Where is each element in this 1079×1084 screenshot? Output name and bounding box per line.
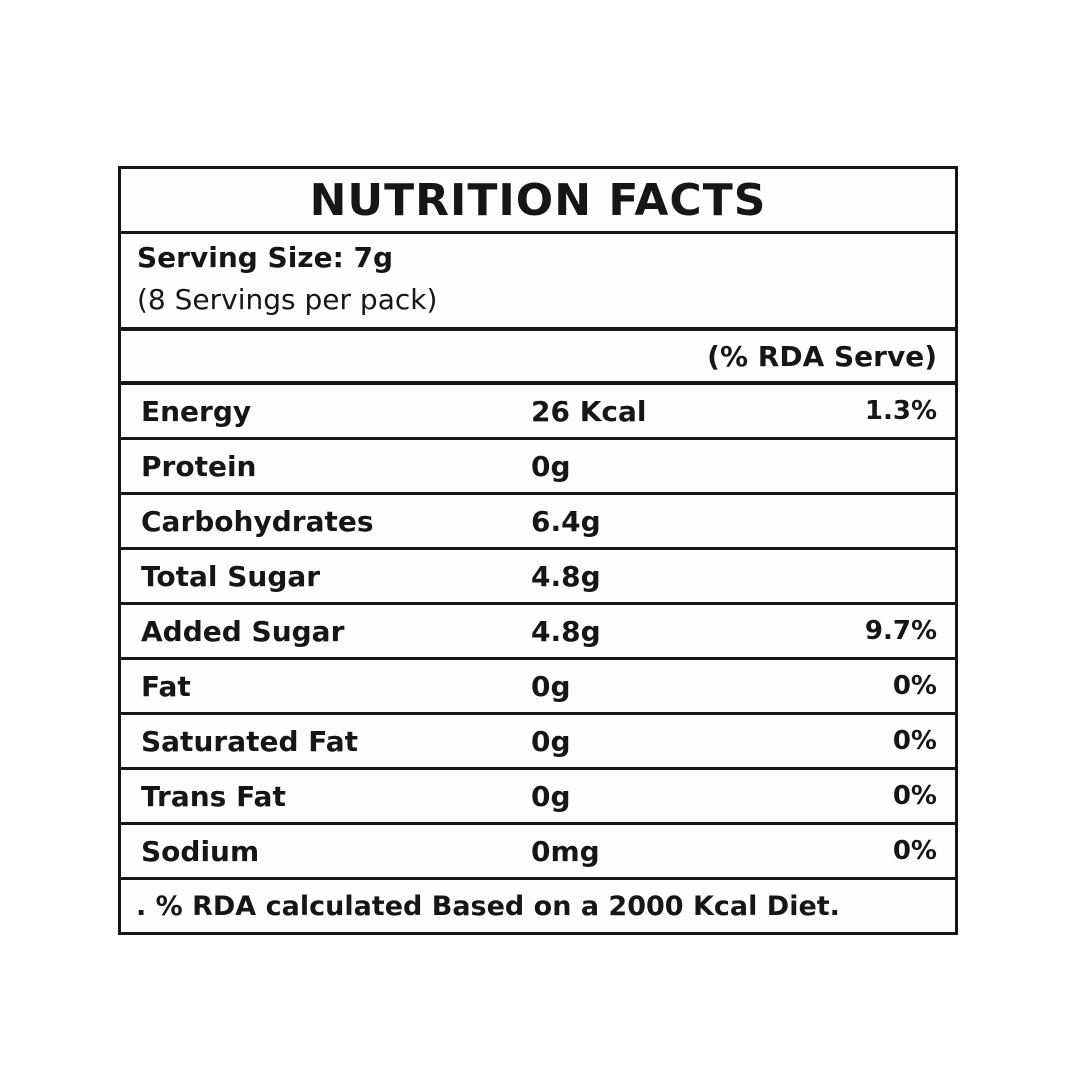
nutrient-name: Added Sugar [141, 614, 345, 648]
rda-header-label: (% RDA Serve) [707, 339, 937, 373]
table-row-trans-fat: Trans Fat 0g 0% [121, 770, 955, 825]
serving-size-text: Serving Size: 7g [137, 241, 394, 274]
nutrient-name: Saturated Fat [141, 724, 359, 758]
nutrient-amount: 4.8g [531, 559, 601, 593]
nutrient-rda: 0% [892, 836, 937, 866]
servings-per-pack-text: (8 Servings per pack) [137, 283, 438, 316]
nutrient-amount: 0g [531, 669, 571, 703]
nutrient-amount: 0mg [531, 834, 600, 868]
nutrient-rda: 9.7% [864, 616, 937, 646]
nutrient-amount: 26 Kcal [531, 394, 647, 428]
nutrient-name: Carbohydrates [141, 504, 374, 538]
nutrient-name: Sodium [141, 834, 260, 868]
table-row-sodium: Sodium 0mg 0% [121, 825, 955, 880]
table-row-fat: Fat 0g 0% [121, 660, 955, 715]
nutrient-amount: 0g [531, 779, 571, 813]
nutrient-rda: 0% [892, 781, 937, 811]
nutrient-rda: 1.3% [864, 396, 937, 426]
nutrient-rows: Energy 26 Kcal 1.3% Protein 0g Carbohydr… [121, 385, 955, 880]
nutrient-amount: 6.4g [531, 504, 601, 538]
table-row-carbohydrates: Carbohydrates 6.4g [121, 495, 955, 550]
nutrient-name: Protein [141, 449, 257, 483]
nutrient-rda: 0% [892, 671, 937, 701]
table-row-saturated-fat: Saturated Fat 0g 0% [121, 715, 955, 770]
nutrient-rda: 0% [892, 726, 937, 756]
rda-column-header: (% RDA Serve) [121, 331, 955, 385]
nutrition-facts-label: NUTRITION FACTS Serving Size: 7g (8 Serv… [118, 166, 958, 935]
nutrient-amount: 4.8g [531, 614, 601, 648]
table-row-protein: Protein 0g [121, 440, 955, 495]
nutrient-amount: 0g [531, 449, 571, 483]
nutrient-name: Trans Fat [141, 779, 286, 813]
table-row-total-sugar: Total Sugar 4.8g [121, 550, 955, 605]
nutrient-name: Fat [141, 669, 191, 703]
serving-info: Serving Size: 7g (8 Servings per pack) [121, 234, 955, 331]
table-row-energy: Energy 26 Kcal 1.3% [121, 385, 955, 440]
rda-footnote: . % RDA calculated Based on a 2000 Kcal … [136, 890, 840, 922]
nutrient-amount: 0g [531, 724, 571, 758]
label-title: NUTRITION FACTS [121, 169, 955, 234]
nutrient-name: Energy [141, 394, 252, 428]
nutrient-name: Total Sugar [141, 559, 321, 593]
table-row-added-sugar: Added Sugar 4.8g 9.7% [121, 605, 955, 660]
